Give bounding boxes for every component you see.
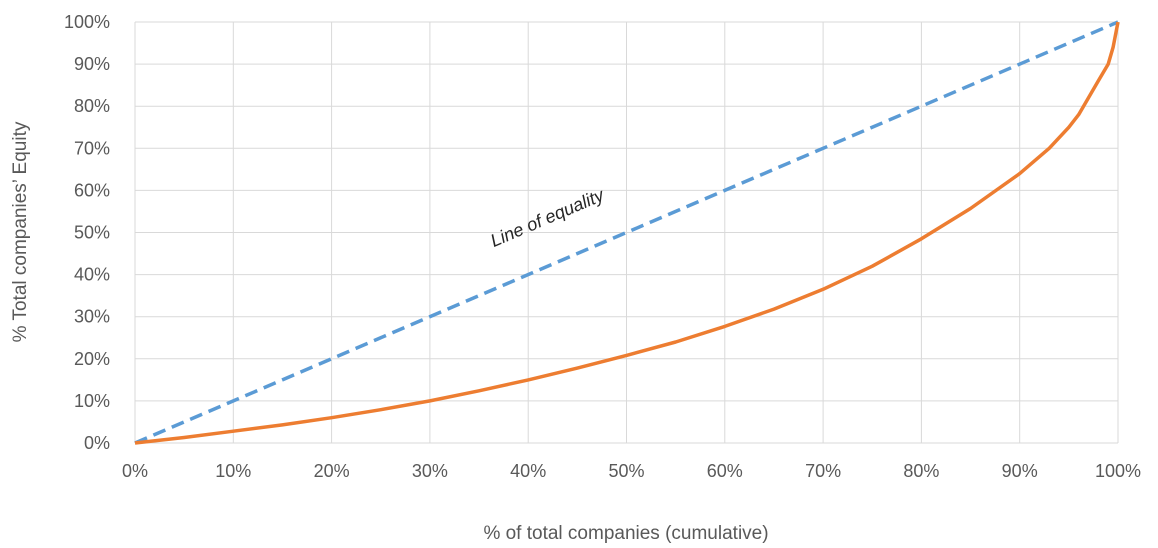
- x-tick-label: 10%: [215, 461, 251, 481]
- y-tick-label: 20%: [74, 349, 110, 369]
- x-tick-label: 60%: [707, 461, 743, 481]
- lorenz-curve-line: [134, 21, 1120, 445]
- equality-line: [134, 20, 1119, 445]
- y-tick-label: 100%: [64, 12, 110, 32]
- x-tick-labels: 0% 10% 20% 30% 40% 50% 60% 70% 80% 90% 100%: [122, 461, 1141, 481]
- x-tick-label: 40%: [510, 461, 546, 481]
- y-tick-label: 30%: [74, 307, 110, 327]
- x-tick-label: 90%: [1002, 461, 1038, 481]
- y-tick-label: 10%: [74, 391, 110, 411]
- x-tick-label: 70%: [805, 461, 841, 481]
- y-tick-label: 50%: [74, 223, 110, 243]
- gridlines: [134, 21, 1119, 444]
- y-tick-labels: 0% 10% 20% 30% 40% 50% 60% 70% 80% 90% 100%: [64, 12, 110, 453]
- y-tick-label: 60%: [74, 180, 110, 200]
- y-tick-label: 80%: [74, 96, 110, 116]
- x-tick-label: 30%: [412, 461, 448, 481]
- x-tick-label: 100%: [1095, 461, 1141, 481]
- y-tick-label: 40%: [74, 265, 110, 285]
- y-tick-label: 70%: [74, 138, 110, 158]
- x-axis-title: % of total companies (cumulative): [483, 523, 768, 544]
- annotation-label: Line of equality: [487, 184, 607, 250]
- x-tick-label: 50%: [608, 461, 644, 481]
- y-tick-label: 90%: [74, 54, 110, 74]
- x-tick-label: 80%: [903, 461, 939, 481]
- x-tick-label: 0%: [122, 461, 148, 481]
- x-tick-label: 20%: [314, 461, 350, 481]
- series-layer: [134, 20, 1120, 445]
- y-tick-label: 0%: [84, 433, 110, 453]
- annotation-layer: Line of equality: [487, 184, 607, 250]
- y-axis-title: % Total companies’ Equity: [10, 121, 31, 342]
